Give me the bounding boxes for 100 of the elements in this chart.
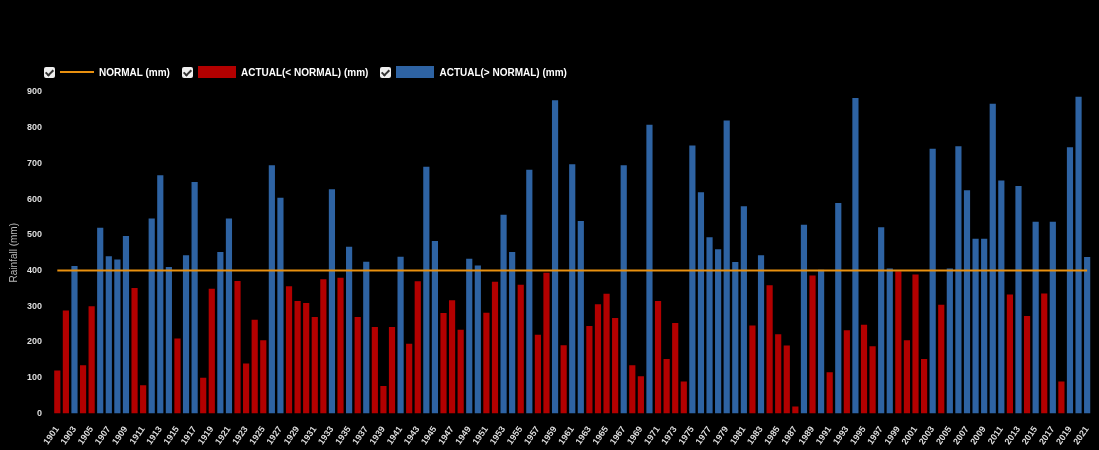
bar [320, 279, 327, 414]
bar [826, 372, 833, 414]
bar [277, 197, 284, 414]
bar [1066, 147, 1074, 414]
bar [534, 334, 541, 414]
bar [328, 189, 336, 414]
bar [182, 255, 190, 414]
bar [757, 255, 765, 414]
bar [740, 206, 747, 414]
y-tick-label: 700 [26, 157, 43, 168]
y-tick-label: 300 [26, 300, 43, 311]
bar [646, 124, 653, 414]
bar [483, 312, 490, 414]
bar [268, 165, 275, 414]
y-tick-label: 500 [26, 229, 43, 240]
bar [491, 281, 499, 414]
bar [1075, 96, 1082, 414]
bar [929, 148, 936, 414]
bar [457, 329, 464, 414]
bar [594, 304, 602, 414]
y-tick-label: 0 [37, 407, 43, 418]
bar [972, 238, 979, 414]
y-tick-label: 800 [26, 122, 43, 133]
bar [509, 251, 516, 414]
y-tick-label: 100 [26, 372, 43, 383]
bar [406, 343, 413, 414]
bar [165, 266, 172, 414]
bar [938, 304, 945, 414]
bar [208, 288, 215, 414]
bar [251, 319, 258, 414]
bar [723, 120, 730, 414]
bar [697, 192, 705, 414]
legend-label: ACTUAL(> NORMAL) (mm) [439, 66, 567, 78]
bar [234, 280, 241, 414]
bar [577, 220, 584, 414]
bar [637, 376, 644, 414]
bar [388, 326, 396, 414]
bar [526, 169, 533, 414]
bar [440, 313, 447, 414]
bar [1032, 221, 1039, 414]
bar [114, 259, 121, 414]
bar [466, 258, 473, 414]
bar [620, 165, 627, 414]
bar [62, 310, 69, 414]
bar [1049, 221, 1056, 414]
bar [148, 218, 155, 414]
bar [225, 218, 233, 414]
bar [981, 238, 988, 414]
bar [912, 274, 919, 414]
bar [217, 251, 224, 414]
bar [843, 330, 850, 414]
bar [672, 323, 679, 414]
bar [174, 338, 181, 414]
bar [448, 300, 456, 414]
bar [612, 318, 619, 414]
bar [775, 334, 782, 414]
bar [474, 265, 481, 414]
bar [903, 340, 911, 414]
bar [423, 166, 430, 414]
bar [955, 146, 962, 414]
y-tick-label: 600 [26, 193, 43, 204]
bar [140, 385, 147, 414]
bar [200, 377, 207, 414]
bar [1006, 294, 1013, 414]
bar [732, 261, 739, 414]
bar [337, 277, 344, 414]
bar [371, 326, 378, 414]
bar [818, 269, 825, 414]
bar [1041, 293, 1048, 414]
bar [243, 363, 250, 414]
bar [303, 303, 310, 414]
bar [689, 145, 696, 414]
bar [551, 100, 559, 414]
bar [414, 281, 421, 414]
bar [500, 214, 507, 414]
bar [706, 237, 713, 414]
bar [191, 181, 198, 414]
bar [766, 285, 773, 414]
bar [380, 385, 387, 414]
bar [654, 300, 662, 414]
bar [97, 227, 104, 414]
bar [989, 103, 996, 414]
bar [878, 227, 885, 414]
bar [603, 293, 610, 414]
bar [1058, 381, 1065, 414]
bar [629, 365, 636, 414]
bar [569, 164, 576, 414]
bar [88, 306, 95, 414]
bar [921, 359, 928, 414]
bar [122, 235, 130, 414]
bar [680, 381, 687, 414]
bar [71, 265, 78, 414]
bar [157, 175, 164, 414]
bar [895, 271, 902, 414]
legend-label: ACTUAL(< NORMAL) (mm) [240, 66, 369, 78]
bar [1084, 256, 1091, 414]
bar [54, 370, 61, 414]
bar [397, 256, 404, 414]
bar [835, 203, 842, 414]
bar [131, 288, 138, 414]
